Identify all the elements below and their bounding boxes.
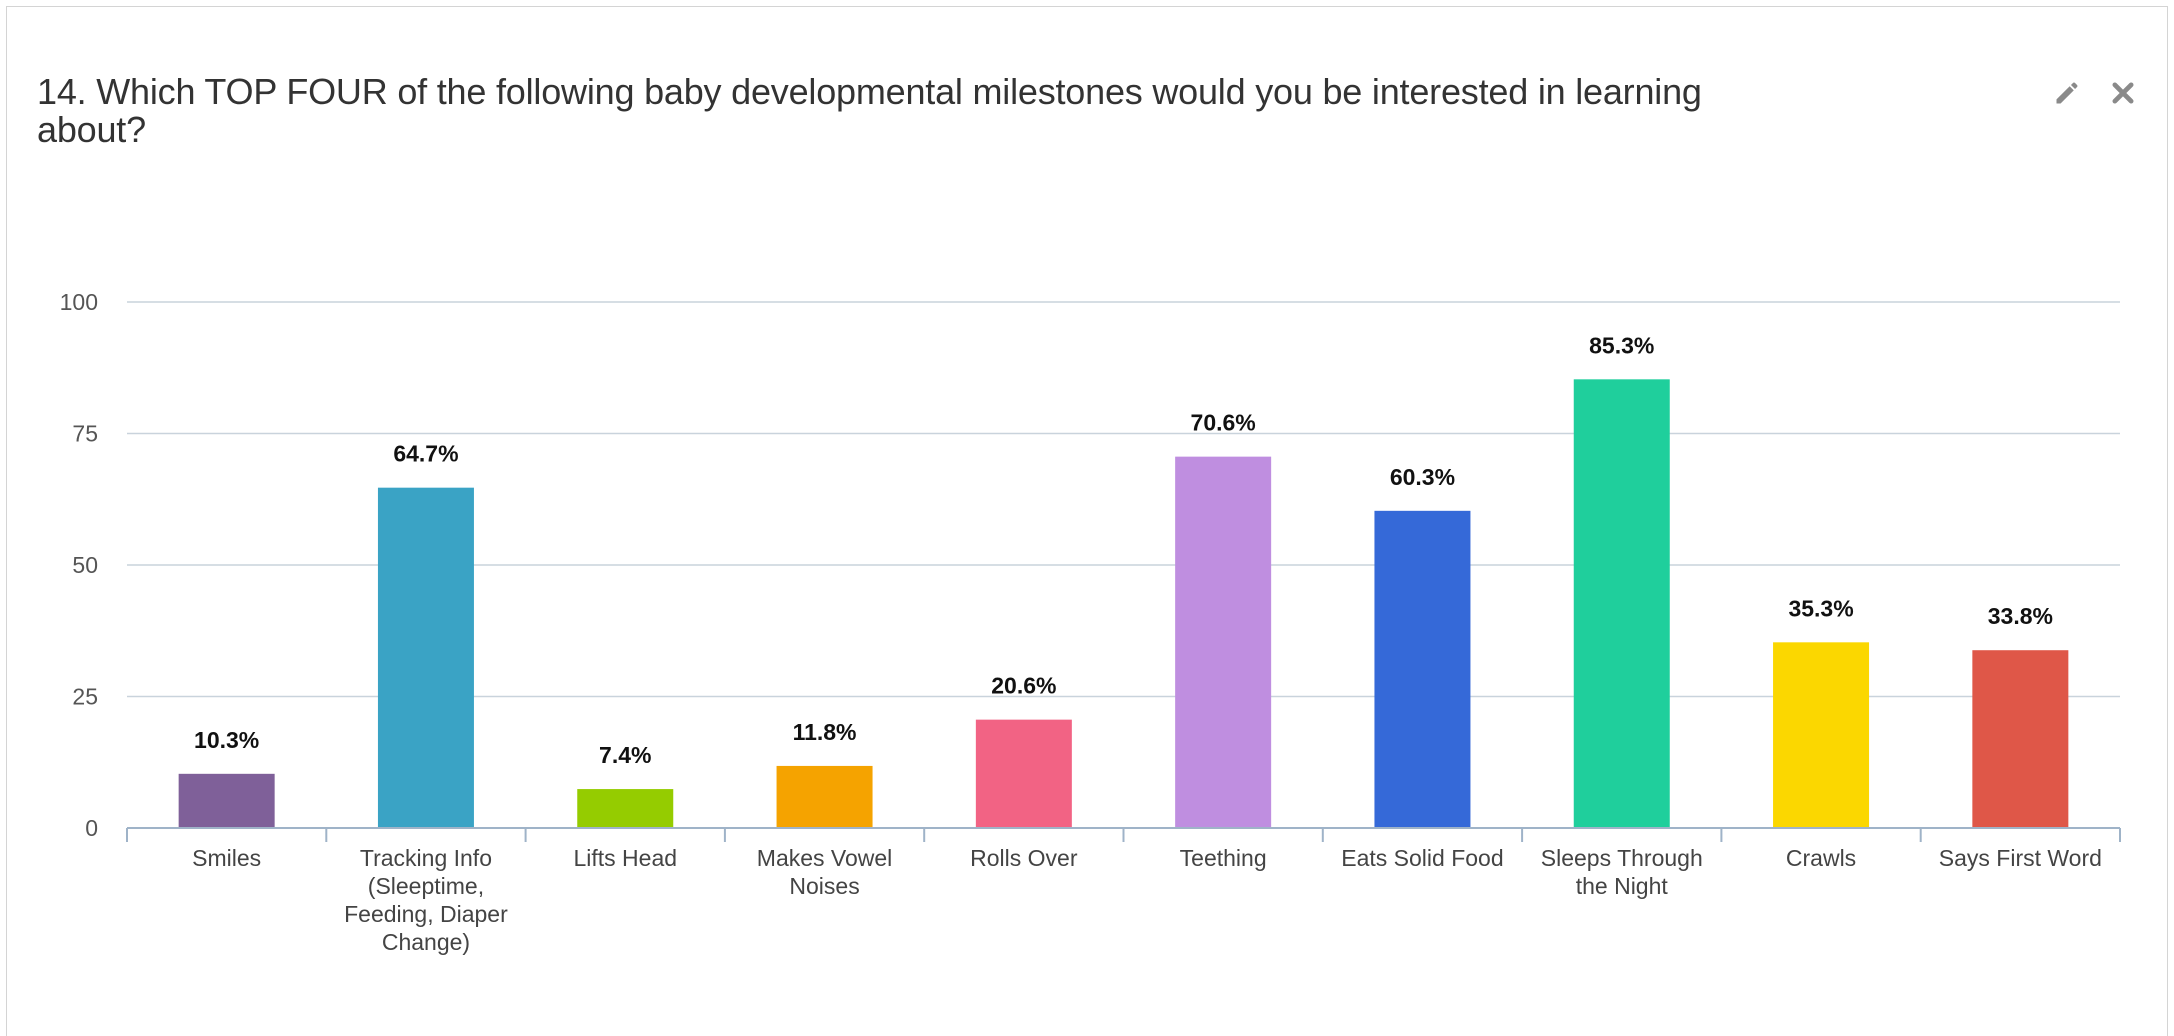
x-tick-label-line: Lifts Head: [573, 845, 677, 871]
bar[interactable]: [1773, 642, 1870, 828]
x-tick-label: Says First Word: [1939, 845, 2102, 871]
x-tick-label-line: Tracking Info: [360, 845, 492, 871]
data-label: 10.3%: [194, 727, 259, 753]
x-tick-label-line: Eats Solid Food: [1341, 845, 1503, 871]
x-tick-label-line: Says First Word: [1939, 845, 2102, 871]
bar[interactable]: [1175, 456, 1272, 828]
y-tick-label: 25: [72, 684, 98, 710]
data-label: 20.6%: [991, 673, 1056, 699]
bar[interactable]: [1573, 379, 1670, 828]
x-tick-label-line: the Night: [1576, 873, 1669, 899]
data-label: 11.8%: [793, 719, 857, 745]
bar[interactable]: [178, 773, 275, 828]
x-tick-label-line: Teething: [1180, 845, 1267, 871]
x-tick-label: Lifts Head: [573, 845, 677, 871]
x-tick-label: Eats Solid Food: [1341, 845, 1503, 871]
x-tick-label: Teething: [1180, 845, 1267, 871]
x-tick-label-line: Crawls: [1786, 845, 1856, 871]
x-tick-label: Smiles: [192, 845, 261, 871]
x-tick-label-line: Sleeps Through: [1541, 845, 1703, 871]
y-tick-label: 0: [85, 815, 98, 841]
question-title: 14. Which TOP FOUR of the following baby…: [37, 71, 1702, 150]
data-label: 64.7%: [393, 441, 458, 467]
x-tick-label-line: (Sleeptime,: [368, 873, 484, 899]
data-label: 7.4%: [599, 742, 651, 768]
x-tick-label-line: Noises: [789, 873, 859, 899]
x-tick-label-line: Smiles: [192, 845, 261, 871]
bar[interactable]: [377, 487, 474, 828]
x-tick-label: Sleeps Through the Night: [1541, 845, 1703, 899]
x-tick-label-line: Rolls Over: [970, 845, 1078, 871]
y-tick-label: 50: [72, 552, 98, 578]
y-tick-label: 75: [72, 421, 98, 447]
pencil-icon[interactable]: [2053, 79, 2081, 107]
y-tick-label: 100: [60, 289, 98, 315]
x-tick-label-line: Feeding, Diaper: [344, 901, 508, 927]
data-label: 85.3%: [1589, 332, 1654, 358]
x-tick-label: Makes Vowel Noises: [757, 845, 893, 899]
bar[interactable]: [1972, 650, 2069, 828]
x-tick-label: Crawls: [1786, 845, 1856, 871]
bar[interactable]: [577, 789, 674, 828]
data-label: 70.6%: [1191, 410, 1256, 436]
x-tick-label: Tracking Info (Sleeptime, Feeding, Diaper C…: [344, 845, 508, 955]
bar[interactable]: [1374, 510, 1471, 828]
x-tick-label: Rolls Over: [970, 845, 1078, 871]
bar[interactable]: [776, 765, 873, 828]
data-label: 33.8%: [1988, 603, 2053, 629]
close-icon[interactable]: [2109, 79, 2137, 107]
x-tick-label-line: Makes Vowel: [757, 845, 893, 871]
data-label: 35.3%: [1788, 595, 1853, 621]
data-label: 60.3%: [1390, 464, 1455, 490]
bar[interactable]: [975, 719, 1072, 828]
card-actions: [2053, 79, 2137, 107]
x-tick-label-line: Change): [382, 929, 470, 955]
question-card: 14. Which TOP FOUR of the following baby…: [6, 6, 2168, 1036]
